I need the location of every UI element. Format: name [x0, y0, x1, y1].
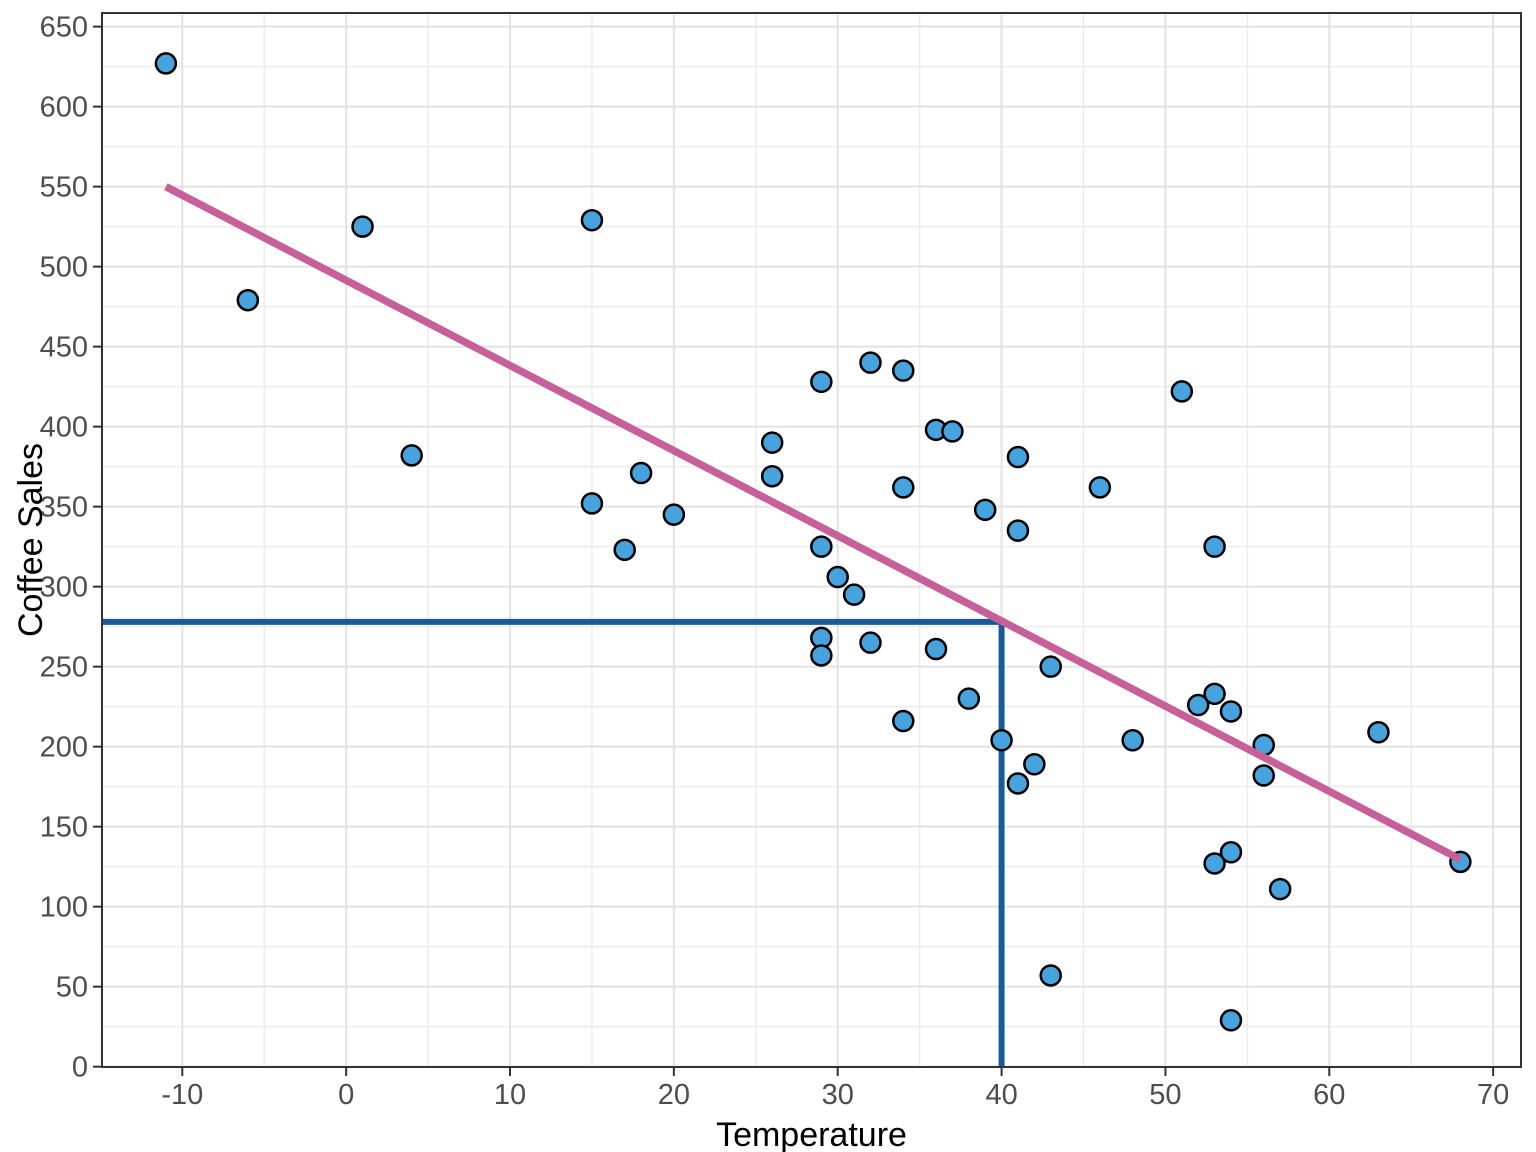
data-point [941, 420, 964, 443]
x-tick-label: 20 [658, 1079, 690, 1111]
data-point [1170, 380, 1194, 403]
y-tick-label: 300 [40, 572, 88, 604]
data-point [859, 631, 882, 654]
data-point [580, 492, 604, 515]
x-tick-label: 60 [1313, 1079, 1345, 1111]
data-point [1203, 535, 1226, 558]
y-tick-label: 550 [40, 172, 88, 204]
data-point [1219, 1009, 1243, 1032]
y-axis-title: Coffee Sales [12, 443, 50, 637]
data-point [892, 359, 915, 382]
data-point [1039, 655, 1062, 678]
data-point [400, 444, 423, 467]
x-axis-title: Temperature [716, 1116, 907, 1152]
data-point [1023, 753, 1046, 776]
data-point [810, 370, 833, 394]
y-tick-label: 400 [40, 412, 88, 444]
data-point [351, 215, 374, 238]
data-point [810, 644, 833, 667]
plot-panel [102, 13, 1521, 1067]
data-point [826, 565, 849, 589]
data-point [613, 538, 636, 562]
data-point [154, 52, 178, 75]
panel-border [101, 12, 1522, 1068]
data-point [1252, 764, 1275, 787]
data-point [892, 476, 915, 499]
data-point [842, 583, 866, 606]
data-point [662, 503, 686, 526]
data-points-layer [154, 52, 1472, 1032]
data-point [1268, 877, 1292, 901]
data-point [629, 461, 653, 485]
y-tick-label: 600 [40, 92, 88, 124]
data-point [1186, 693, 1210, 717]
x-tick-label: 70 [1477, 1079, 1509, 1111]
y-tick-label: 350 [40, 492, 88, 524]
data-point [1006, 519, 1030, 542]
data-point [1219, 700, 1243, 723]
data-point [1121, 729, 1144, 752]
data-point [859, 351, 882, 374]
data-point [810, 535, 833, 558]
x-tick-label: 0 [338, 1079, 354, 1111]
y-tick-label: 650 [40, 12, 88, 44]
data-point [760, 431, 784, 454]
data-point [580, 208, 604, 232]
x-tick-label: -10 [161, 1079, 203, 1111]
data-point [990, 729, 1013, 752]
y-tick-label: 500 [40, 252, 88, 284]
data-point [1006, 772, 1030, 795]
y-tick-label: 450 [40, 332, 88, 364]
regression-trend-line [164, 183, 1463, 863]
x-tick-label: 50 [1149, 1079, 1181, 1111]
data-point [1203, 682, 1226, 706]
y-tick-label: 100 [40, 892, 88, 924]
x-axis: -10 0 10 20 30 40 50 60 70 [161, 1067, 1509, 1111]
data-point [1039, 964, 1062, 987]
y-tick-label: 200 [40, 732, 88, 764]
data-point [1203, 852, 1226, 875]
x-tick-label: 10 [494, 1079, 526, 1111]
y-tick-label: 50 [56, 972, 88, 1004]
y-axis: 0 50 100 150 200 250 300 350 400 450 500 550 600 650 [40, 12, 102, 1084]
data-point [924, 637, 948, 661]
data-point [760, 464, 784, 488]
data-point [1006, 445, 1030, 469]
x-tick-label: 40 [985, 1079, 1017, 1111]
data-point [1219, 841, 1243, 864]
data-point [236, 288, 260, 312]
data-point [892, 709, 915, 733]
y-tick-label: 0 [72, 1052, 88, 1084]
y-tick-label: 250 [40, 652, 88, 684]
data-point [1367, 721, 1390, 744]
data-point [973, 498, 997, 522]
y-tick-label: 150 [40, 812, 88, 844]
data-point [1088, 476, 1112, 499]
data-point [957, 687, 981, 710]
x-tick-label: 30 [822, 1079, 854, 1111]
